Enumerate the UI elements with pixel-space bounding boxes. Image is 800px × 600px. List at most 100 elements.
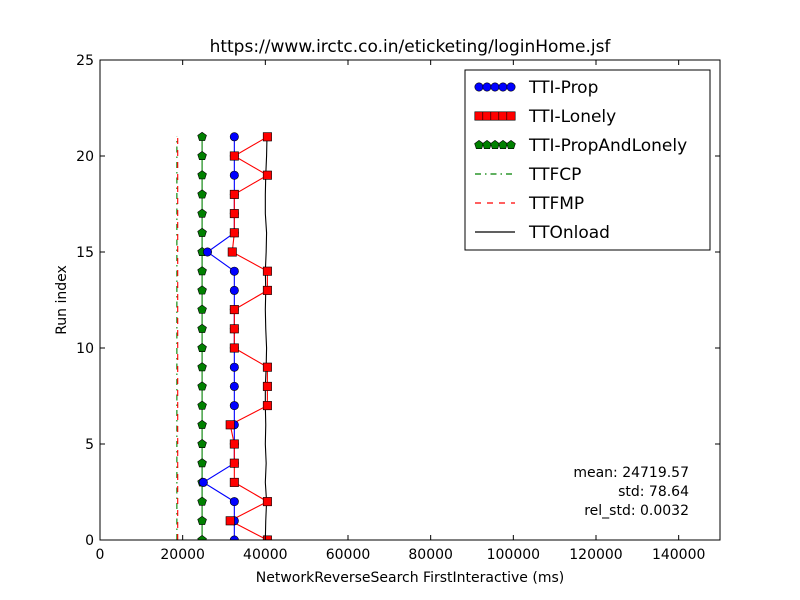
legend-marker-tti-propandlonely (482, 140, 492, 150)
data-point-tti-prop (229, 401, 239, 411)
data-point-tti-propandlonely (197, 285, 207, 295)
data-point-tti-lonely (229, 458, 239, 468)
chart-title: https://www.irctc.co.in/eticketing/login… (210, 37, 612, 57)
legend-label-tti-lonely: TTI-Lonely (528, 107, 616, 127)
data-point-tti-lonely (229, 228, 239, 238)
data-point-tti-propandlonely (197, 400, 207, 410)
data-point-tti-lonely (229, 209, 239, 219)
legend-label-ttonload: TTOnload (528, 223, 610, 243)
legend-label-ttfmp: TTFMP (528, 194, 584, 214)
data-point-tti-propandlonely (197, 304, 207, 314)
data-point-tti-lonely (229, 151, 239, 161)
data-point-tti-lonely (225, 516, 235, 526)
stat-std: std: 78.64 (618, 484, 689, 500)
legend-marker-tti-lonely (490, 111, 500, 121)
data-point-tti-propandlonely (197, 189, 207, 199)
legend-label-ttfcp: TTFCP (528, 165, 581, 185)
x-tick-label: 100000 (487, 547, 540, 563)
x-tick-label: 120000 (569, 547, 622, 563)
data-point-tti-prop (229, 285, 239, 295)
data-point-tti-lonely (229, 343, 239, 353)
legend-marker-tti-lonely (474, 111, 484, 121)
data-point-tti-lonely (262, 285, 272, 295)
data-point-tti-prop (229, 381, 239, 391)
y-tick-label: 10 (76, 341, 94, 357)
data-point-tti-propandlonely (197, 266, 207, 276)
x-axis-label: NetworkReverseSearch FirstInteractive (m… (256, 570, 564, 586)
legend-marker-tti-propandlonely (474, 140, 484, 150)
data-point-tti-propandlonely (197, 515, 207, 525)
x-tick-label: 80000 (408, 547, 453, 563)
data-point-tti-prop (229, 132, 239, 142)
plot-area (176, 131, 272, 540)
legend: TTI-Prop TTI-Lonely TTI-PropAndLonely TTFCP… (464, 69, 711, 251)
x-tick-label: 60000 (326, 547, 371, 563)
legend-marker-tti-lonely (506, 111, 516, 121)
series-line-tti-prop (202, 136, 235, 540)
series-line-tti-lonely (229, 136, 269, 540)
data-point-tti-prop (229, 362, 239, 372)
data-point-tti-propandlonely (197, 343, 207, 353)
data-point-tti-propandlonely (197, 323, 207, 333)
data-point-tti-lonely (225, 420, 235, 430)
y-tick-label: 0 (85, 533, 94, 549)
legend-marker-tti-prop (506, 82, 516, 92)
legend-marker-tti-prop (498, 82, 508, 92)
data-point-tti-prop (229, 170, 239, 180)
y-tick-label: 5 (85, 437, 94, 453)
legend-marker-tti-prop (474, 82, 484, 92)
data-point-tti-lonely (227, 247, 237, 257)
data-point-tti-prop (229, 266, 239, 276)
legend-marker-tti-lonely (482, 111, 492, 121)
x-tick-label: 140000 (652, 547, 705, 563)
data-point-tti-propandlonely (197, 362, 207, 372)
data-point-tti-propandlonely (197, 227, 207, 237)
axes: 0 20000 40000 60000 80000 100000 120000 140000 0… (76, 53, 721, 563)
legend-marker-tti-prop (482, 82, 492, 92)
data-point-tti-propandlonely (197, 170, 207, 180)
data-point-tti-lonely (262, 362, 272, 372)
plot-frame (99, 59, 721, 541)
y-tick-label: 15 (76, 245, 94, 261)
legend-marker-tti-propandlonely (498, 140, 508, 150)
data-point-tti-lonely (262, 266, 272, 276)
data-point-tti-prop (198, 477, 208, 487)
legend-marker-tti-propandlonely (506, 140, 516, 150)
data-point-tti-lonely (262, 497, 272, 507)
data-point-tti-lonely (262, 132, 272, 142)
legend-box (464, 69, 711, 251)
data-point-tti-lonely (262, 401, 272, 411)
y-tick-label: 20 (76, 149, 94, 165)
data-point-tti-propandlonely (197, 458, 207, 468)
data-point-tti-lonely (229, 477, 239, 487)
data-point-tti-lonely (229, 324, 239, 334)
x-tick-label: 20000 (160, 547, 205, 563)
data-point-tti-lonely (262, 381, 272, 391)
legend-label-tti-propandlonely: TTI-PropAndLonely (528, 136, 687, 156)
y-tick-label: 25 (76, 53, 94, 69)
data-point-tti-lonely (262, 170, 272, 180)
data-point-tti-propandlonely (197, 419, 207, 429)
series-line-ttonload (264, 136, 268, 540)
data-point-tti-propandlonely (197, 208, 207, 218)
legend-marker-tti-prop (490, 82, 500, 92)
data-point-tti-propandlonely (197, 131, 207, 141)
stat-mean: mean: 24719.57 (573, 465, 689, 481)
x-tick-label: 40000 (243, 547, 288, 563)
data-point-tti-prop (229, 497, 239, 507)
legend-label-tti-prop: TTI-Prop (528, 78, 598, 98)
data-point-tti-propandlonely (197, 381, 207, 391)
data-point-tti-propandlonely (197, 496, 207, 506)
y-axis-label: Run index (54, 265, 70, 335)
data-point-tti-lonely (229, 305, 239, 315)
stats-annotation: mean: 24719.57 std: 78.64 rel_std: 0.003… (573, 465, 689, 519)
data-point-tti-lonely (229, 439, 239, 449)
legend-marker-tti-lonely (498, 111, 508, 121)
x-tick-label: 0 (96, 547, 105, 563)
stat-rel-std: rel_std: 0.0032 (584, 503, 689, 519)
data-point-tti-lonely (229, 189, 239, 199)
data-point-tti-propandlonely (197, 151, 207, 161)
data-point-tti-propandlonely (197, 535, 207, 540)
data-point-tti-propandlonely (197, 439, 207, 449)
